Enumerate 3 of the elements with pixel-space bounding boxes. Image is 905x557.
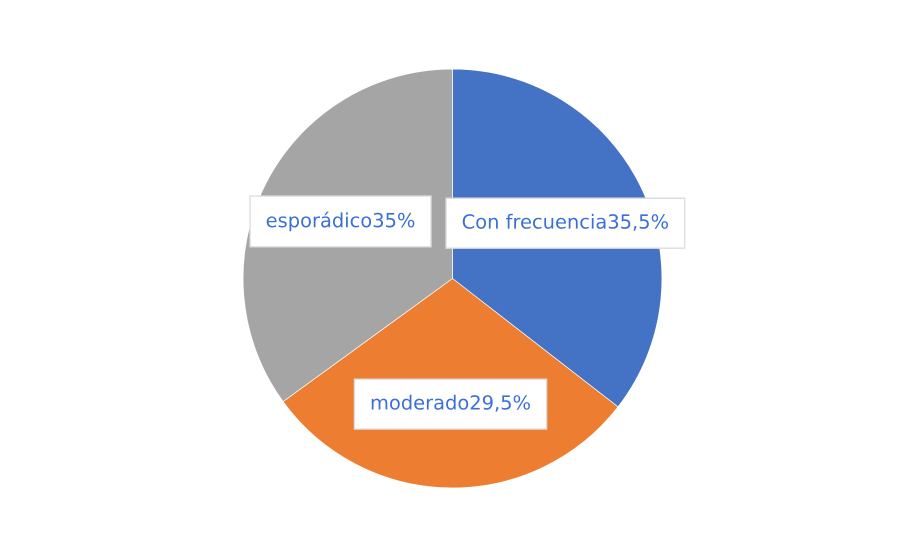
slice-label: esporádico35% xyxy=(266,212,414,232)
slice-label: Con frecuencia35,5% xyxy=(462,214,668,231)
slice-label: moderado29,5% xyxy=(372,394,530,412)
